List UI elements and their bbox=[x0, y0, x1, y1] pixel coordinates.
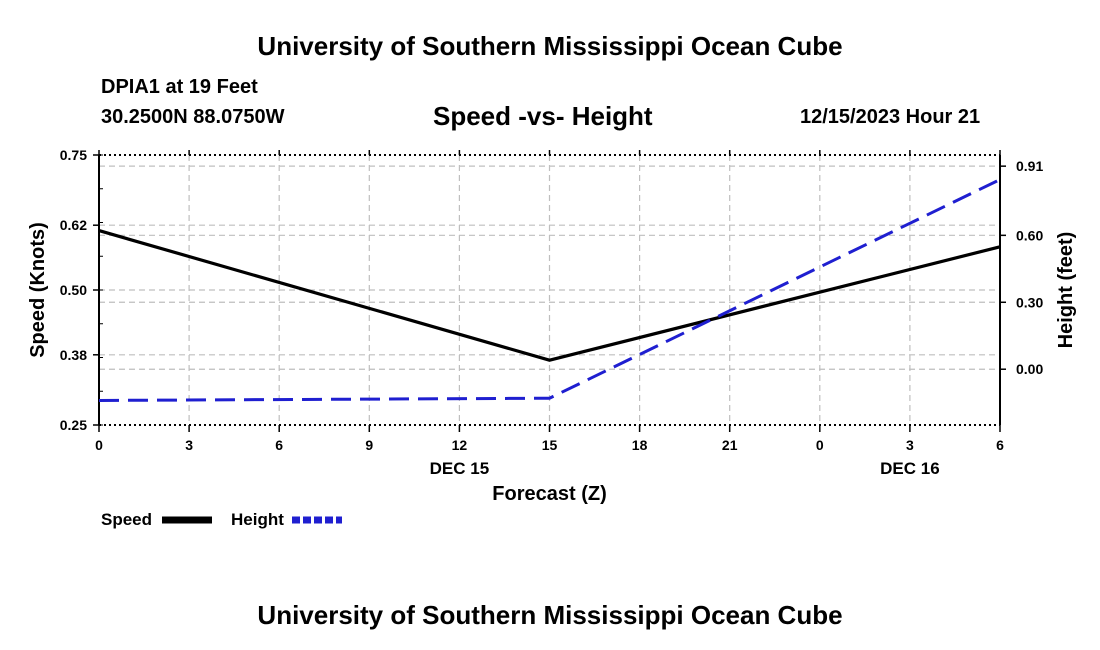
x-tick-label: 6 bbox=[996, 437, 1004, 453]
height-series-line bbox=[98, 178, 1001, 402]
y-axis-label-left: Speed (Knots) bbox=[27, 222, 49, 358]
y-tick-label-right: 0.60 bbox=[1016, 227, 1043, 243]
y-tick-label-left: 0.25 bbox=[60, 417, 87, 433]
y-tick-label-left: 0.75 bbox=[60, 147, 87, 163]
y-tick-label-left: 0.62 bbox=[60, 217, 87, 233]
x-tick-label: 6 bbox=[275, 437, 283, 453]
x-tick-label: 21 bbox=[722, 437, 738, 453]
x-date-label: DEC 15 bbox=[430, 459, 490, 478]
x-tick-label: 15 bbox=[542, 437, 558, 453]
x-tick-label: 9 bbox=[365, 437, 373, 453]
legend-height-label: Height bbox=[231, 510, 284, 529]
chart-title: Speed -vs- Height bbox=[433, 101, 653, 131]
datetime-label: 12/15/2023 Hour 21 bbox=[800, 106, 981, 128]
page-title-bottom: University of Southern Mississippi Ocean… bbox=[257, 600, 843, 630]
y-tick-label-left: 0.50 bbox=[60, 282, 87, 298]
y-tick-label-left: 0.38 bbox=[60, 347, 87, 363]
y-tick-label-right: 0.91 bbox=[1016, 158, 1043, 174]
x-axis-label: Forecast (Z) bbox=[492, 483, 606, 505]
y-tick-label-right: 0.30 bbox=[1016, 294, 1043, 310]
legend-speed-label: Speed bbox=[101, 510, 153, 529]
x-tick-label: 0 bbox=[816, 437, 824, 453]
x-tick-label: 12 bbox=[452, 437, 468, 453]
x-tick-label: 18 bbox=[632, 437, 648, 453]
x-tick-label: 3 bbox=[185, 437, 193, 453]
coordinates-label: 30.2500N 88.0750W bbox=[101, 106, 285, 128]
speed-series-line bbox=[98, 229, 1001, 362]
page-title-top: University of Southern Mississippi Ocean… bbox=[257, 31, 843, 61]
x-tick-label: 0 bbox=[95, 437, 103, 453]
y-axis-label-right: Height (feet) bbox=[1055, 232, 1077, 349]
station-label: DPIA1 at 19 Feet bbox=[101, 76, 258, 98]
y-tick-label-right: 0.00 bbox=[1016, 361, 1043, 377]
x-date-label: DEC 16 bbox=[880, 459, 940, 478]
x-tick-label: 3 bbox=[906, 437, 914, 453]
